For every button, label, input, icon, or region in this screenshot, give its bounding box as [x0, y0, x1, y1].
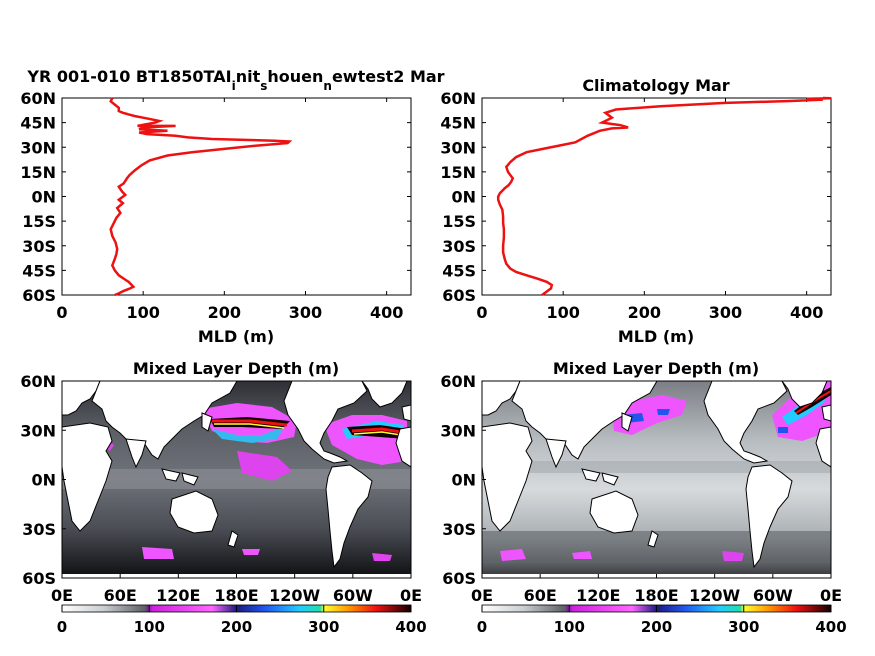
- xtick-label: 100: [126, 303, 159, 322]
- xtick-label: 400: [370, 303, 403, 322]
- colorbar-tick-label: 300: [728, 618, 759, 636]
- map-xtick-label: 120E: [156, 586, 200, 605]
- xaxis-label-right: MLD (m): [618, 327, 694, 346]
- map-xtick-label: 180E: [634, 586, 678, 605]
- ytick-label: 60N: [440, 89, 476, 108]
- xtick-label: 0: [56, 303, 67, 322]
- map-panel-left: Mixed Layer Depth (m) 0E 60E: [20, 359, 426, 636]
- xtick-label: 200: [628, 303, 661, 322]
- xtick-label: 300: [289, 303, 322, 322]
- xtick-label: 200: [208, 303, 241, 322]
- map-xtick-label: 0E: [400, 586, 422, 605]
- colorbar-tick-label: 100: [554, 618, 585, 636]
- colorbar-tick-label: 0: [57, 618, 67, 636]
- colorbar-tick-label: 100: [134, 618, 165, 636]
- map-xtick-label: 60E: [104, 586, 137, 605]
- ytick-label: 30S: [442, 237, 476, 256]
- ytick-label: 45N: [440, 114, 476, 133]
- map-ytick-label: 30S: [22, 520, 56, 539]
- profile-panel-right: Climatology Mar 0 100 200 300 400 60N 45N 30N 15…: [440, 76, 832, 346]
- map-xtick-label: 120W: [689, 586, 740, 605]
- xtick-label: 0: [476, 303, 487, 322]
- ytick-label: 15S: [22, 212, 56, 231]
- ytick-label: 60S: [22, 286, 56, 305]
- map-xtick-label: 120E: [576, 586, 620, 605]
- map-ytick-label: 0N: [451, 471, 476, 490]
- map-xtick-label: 120W: [269, 586, 320, 605]
- map-ytick-label: 30N: [20, 421, 56, 440]
- ytick-label: 45N: [20, 114, 56, 133]
- map-title-right: Mixed Layer Depth (m): [553, 359, 759, 378]
- map-ytick-label: 60N: [440, 372, 476, 391]
- ytick-label: 45S: [22, 261, 56, 280]
- map-ytick-label: 0N: [31, 471, 56, 490]
- panel-title-left: YR 001-010 BT1850TAIinitshouennewtest2 M…: [26, 67, 444, 93]
- profile-panel-left: YR 001-010 BT1850TAIinitshouennewtest2 M…: [20, 67, 444, 346]
- ytick-label: 0N: [31, 188, 56, 207]
- map-ytick-label: 30S: [442, 520, 476, 539]
- xtick-label: 300: [709, 303, 742, 322]
- axes-box-left: [61, 97, 412, 296]
- panel-title-right: Climatology Mar: [582, 76, 729, 95]
- xtick-label: 400: [790, 303, 823, 322]
- colorbar-tick-label: 0: [477, 618, 487, 636]
- mld-profile-line-left: [109, 97, 293, 297]
- map-ytick-label: 60S: [22, 569, 56, 588]
- ytick-label: 30N: [440, 138, 476, 157]
- colorbar-tick-label: 200: [641, 618, 672, 636]
- map-xtick-label: 60W: [753, 586, 793, 605]
- ytick-label: 15S: [442, 212, 476, 231]
- ytick-label: 45S: [442, 261, 476, 280]
- map-xtick-label: 0E: [471, 586, 493, 605]
- ytick-label: 60S: [442, 286, 476, 305]
- map-ytick-label: 60S: [442, 569, 476, 588]
- map-title-left: Mixed Layer Depth (m): [133, 359, 339, 378]
- colorbar-tick-label: 300: [308, 618, 339, 636]
- mld-map-right: [482, 381, 831, 578]
- map-xtick-label: 60W: [333, 586, 373, 605]
- axes-box-right: [481, 97, 832, 296]
- xtick-label: 100: [546, 303, 579, 322]
- xaxis-label-left: MLD (m): [198, 327, 274, 346]
- map-panel-right: Mixed Layer Depth (m) 0E 60E 120E 180E 120W 6…: [440, 359, 846, 636]
- map-xtick-label: 0E: [820, 586, 842, 605]
- colorbar-tick-label: 400: [815, 618, 846, 636]
- colorbar-tick-label: 200: [221, 618, 252, 636]
- ytick-label: 15N: [440, 163, 476, 182]
- mld-profile-line-right: [496, 96, 832, 297]
- ytick-label: 15N: [20, 163, 56, 182]
- mld-map-left: [62, 381, 411, 578]
- map-xtick-label: 0E: [51, 586, 73, 605]
- ytick-label: 30N: [20, 138, 56, 157]
- ytick-label: 30S: [22, 237, 56, 256]
- map-xtick-label: 180E: [214, 586, 258, 605]
- ytick-label: 0N: [451, 188, 476, 207]
- map-ytick-label: 60N: [20, 372, 56, 391]
- map-ytick-label: 30N: [440, 421, 476, 440]
- colorbar-tick-label: 400: [395, 618, 426, 636]
- ytick-label: 60N: [20, 89, 56, 108]
- map-xtick-label: 60E: [524, 586, 557, 605]
